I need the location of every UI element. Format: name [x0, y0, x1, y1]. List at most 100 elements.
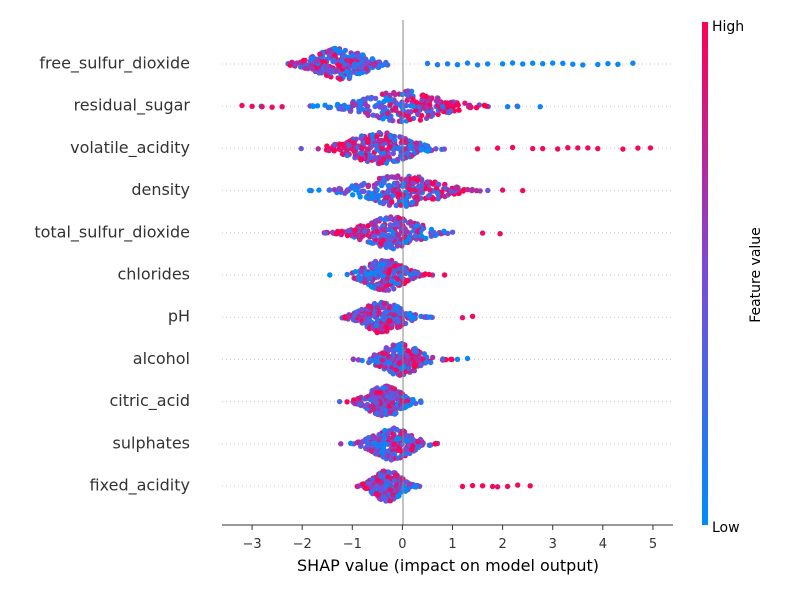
shap-point [374, 228, 381, 235]
shap-point [424, 60, 431, 67]
shap-point [316, 70, 322, 76]
shap-point [357, 64, 364, 71]
shap-point [332, 45, 338, 52]
shap-point [363, 65, 370, 72]
shap-point [409, 314, 415, 320]
shap-point [433, 146, 439, 152]
shap-point [371, 260, 377, 266]
shap-point [449, 229, 456, 235]
shap-point [384, 328, 390, 334]
shap-point [464, 355, 471, 362]
shap-point [344, 187, 351, 193]
shap-point [387, 92, 393, 99]
shap-point [390, 492, 396, 498]
feature-label-residual_sugar: residual_sugar [74, 96, 191, 116]
shap-point [595, 61, 601, 68]
shap-point [407, 219, 414, 225]
shap-point [620, 146, 626, 152]
shap-point [368, 305, 374, 311]
shap-point [369, 220, 376, 226]
shap-point [499, 61, 506, 67]
shap-point [352, 151, 359, 158]
feature-label-volatile_acidity: volatile_acidity [70, 138, 190, 158]
shap-point [374, 317, 381, 323]
shap-point [386, 154, 392, 160]
shap-point [388, 457, 394, 463]
shap-point [336, 185, 342, 192]
shap-point [494, 484, 501, 490]
shap-point [362, 101, 368, 108]
shap-point [406, 365, 412, 372]
shap-point [360, 233, 366, 239]
shap-point [469, 186, 475, 193]
shap-point [404, 398, 411, 404]
shap-point [398, 346, 404, 353]
shap-point [378, 241, 384, 247]
x-tick-label: −1 [343, 537, 362, 552]
shap-point [374, 133, 380, 140]
shap-point [380, 393, 386, 399]
shap-point [391, 478, 397, 484]
shap-point [314, 103, 321, 109]
x-axis-title: SHAP value (impact on model output) [297, 556, 599, 575]
shap-point [515, 482, 521, 488]
shap-point [509, 144, 516, 151]
shap-point [413, 484, 419, 490]
shap-point [404, 277, 411, 284]
shap-point [331, 187, 338, 193]
shap-point [381, 300, 387, 306]
shap-point [418, 398, 424, 404]
shap-point [374, 155, 380, 161]
shap-point [465, 186, 471, 193]
shap-point [337, 48, 343, 55]
feature-label-free_sulfur_dioxide: free_sulfur_dioxide [39, 54, 190, 74]
shap-point [379, 226, 386, 233]
feature-label-total_sulfur_dioxide: total_sulfur_dioxide [34, 222, 190, 242]
shap-point [388, 278, 395, 284]
shap-point [390, 451, 396, 457]
shap-point [350, 145, 356, 151]
shap-point [338, 103, 344, 110]
shap-point [366, 318, 372, 324]
shap-point [401, 111, 407, 118]
shap-point [364, 146, 371, 152]
shap-point [485, 187, 491, 194]
shap-point [419, 356, 426, 362]
shap-point [396, 215, 402, 221]
shap-point [409, 199, 415, 206]
shap-point [419, 97, 425, 103]
shap-point [416, 443, 423, 449]
shap-point [404, 150, 411, 156]
shap-point [344, 232, 351, 239]
shap-point [288, 59, 295, 66]
x-tick-label: 3 [549, 537, 557, 552]
shap-point [413, 194, 420, 200]
shap-point [605, 60, 611, 67]
shap-point [380, 385, 386, 392]
shap-point [474, 146, 481, 152]
feature-label-fixed_acidity: fixed_acidity [90, 476, 190, 496]
shap-point [372, 270, 378, 276]
shap-point [374, 113, 380, 119]
shap-point [358, 135, 364, 141]
shap-point [383, 283, 390, 289]
shap-point [371, 395, 377, 402]
feature-label-sulphates: sulphates [113, 433, 190, 452]
feature-label-density: density [131, 180, 190, 199]
shap-point [418, 184, 425, 191]
shap-point [367, 359, 373, 365]
shap-point [504, 104, 511, 110]
shap-point [309, 66, 316, 72]
shap-point [444, 61, 451, 67]
shap-point [403, 358, 409, 364]
shap-point [374, 146, 380, 153]
shap-point [381, 104, 388, 111]
shap-point [405, 88, 411, 94]
shap-point [434, 95, 441, 101]
shap-point [358, 100, 364, 106]
shap-point [417, 117, 424, 123]
shap-point [368, 283, 374, 290]
shap-point [390, 342, 396, 349]
shap-point [326, 147, 332, 154]
shap-point [391, 286, 397, 292]
